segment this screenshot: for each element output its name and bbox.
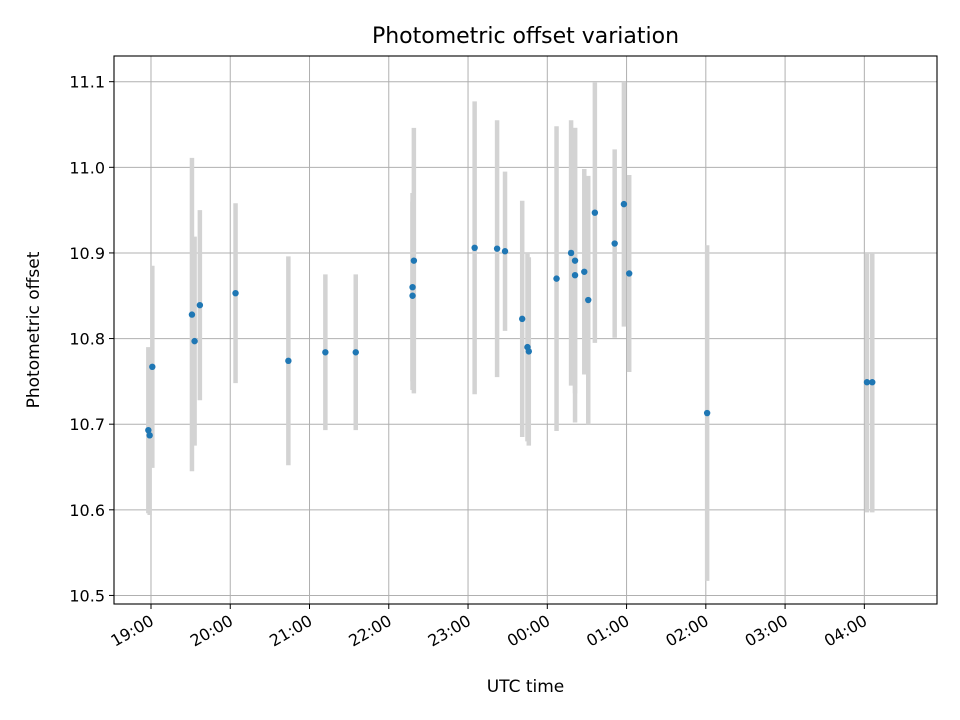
y-tick-label: 11.0: [69, 158, 105, 177]
y-axis-ticks: 10.5 10.6 10.7 10.8 10.9 11.0 11.1: [69, 73, 114, 605]
x-axis-ticks: 19:00 20:00 21:00 22:00 23:00 00:00 01:00 02:00…: [108, 604, 870, 651]
data-points: [145, 200, 876, 439]
data-point: [591, 209, 599, 216]
x-tick-label: 21:00: [266, 611, 315, 651]
x-tick-label: 02:00: [662, 611, 711, 651]
data-point: [553, 275, 560, 282]
data-point: [191, 337, 198, 345]
y-tick-label: 10.8: [69, 330, 105, 349]
x-tick-label: 19:00: [108, 611, 157, 651]
x-tick-label: 23:00: [425, 611, 474, 651]
data-point: [352, 349, 359, 356]
data-point: [471, 244, 478, 251]
y-tick-label: 10.9: [69, 244, 105, 263]
data-point: [571, 257, 579, 264]
y-tick-label: 10.6: [69, 501, 105, 520]
x-tick-label: 00:00: [504, 611, 553, 651]
data-point: [410, 257, 418, 264]
data-point: [620, 200, 628, 208]
x-tick-label: 04:00: [821, 611, 870, 651]
data-point: [703, 409, 711, 417]
data-point: [626, 270, 633, 277]
data-point: [501, 248, 509, 255]
data-point: [149, 363, 156, 371]
y-tick-label: 10.7: [69, 415, 105, 434]
data-point: [518, 315, 526, 323]
data-point: [196, 301, 204, 309]
data-point: [493, 245, 501, 252]
data-point: [322, 349, 329, 356]
data-point: [581, 268, 588, 275]
data-point: [525, 348, 533, 355]
data-point: [285, 357, 292, 365]
data-point: [146, 432, 153, 439]
y-axis-label: Photometric offset: [24, 251, 44, 408]
data-point: [567, 249, 575, 257]
chart-title: Photometric offset variation: [372, 24, 679, 49]
x-tick-label: 22:00: [345, 611, 394, 651]
data-point: [145, 426, 152, 434]
data-point: [863, 379, 871, 386]
data-point: [571, 272, 579, 279]
x-tick-label: 01:00: [583, 611, 632, 651]
data-point: [232, 289, 239, 297]
x-tick-label: 03:00: [742, 611, 791, 651]
data-point: [409, 292, 416, 299]
y-tick-label: 11.1: [69, 73, 105, 92]
data-point: [869, 379, 876, 386]
data-point: [611, 240, 618, 247]
x-tick-label: 20:00: [187, 611, 236, 651]
data-point: [188, 311, 196, 318]
y-tick-label: 10.5: [69, 586, 105, 605]
x-axis-label: UTC time: [487, 677, 565, 697]
plot-frame: [113, 55, 938, 605]
error-bars: [146, 81, 875, 581]
data-point: [409, 283, 416, 291]
data-point: [585, 296, 592, 304]
